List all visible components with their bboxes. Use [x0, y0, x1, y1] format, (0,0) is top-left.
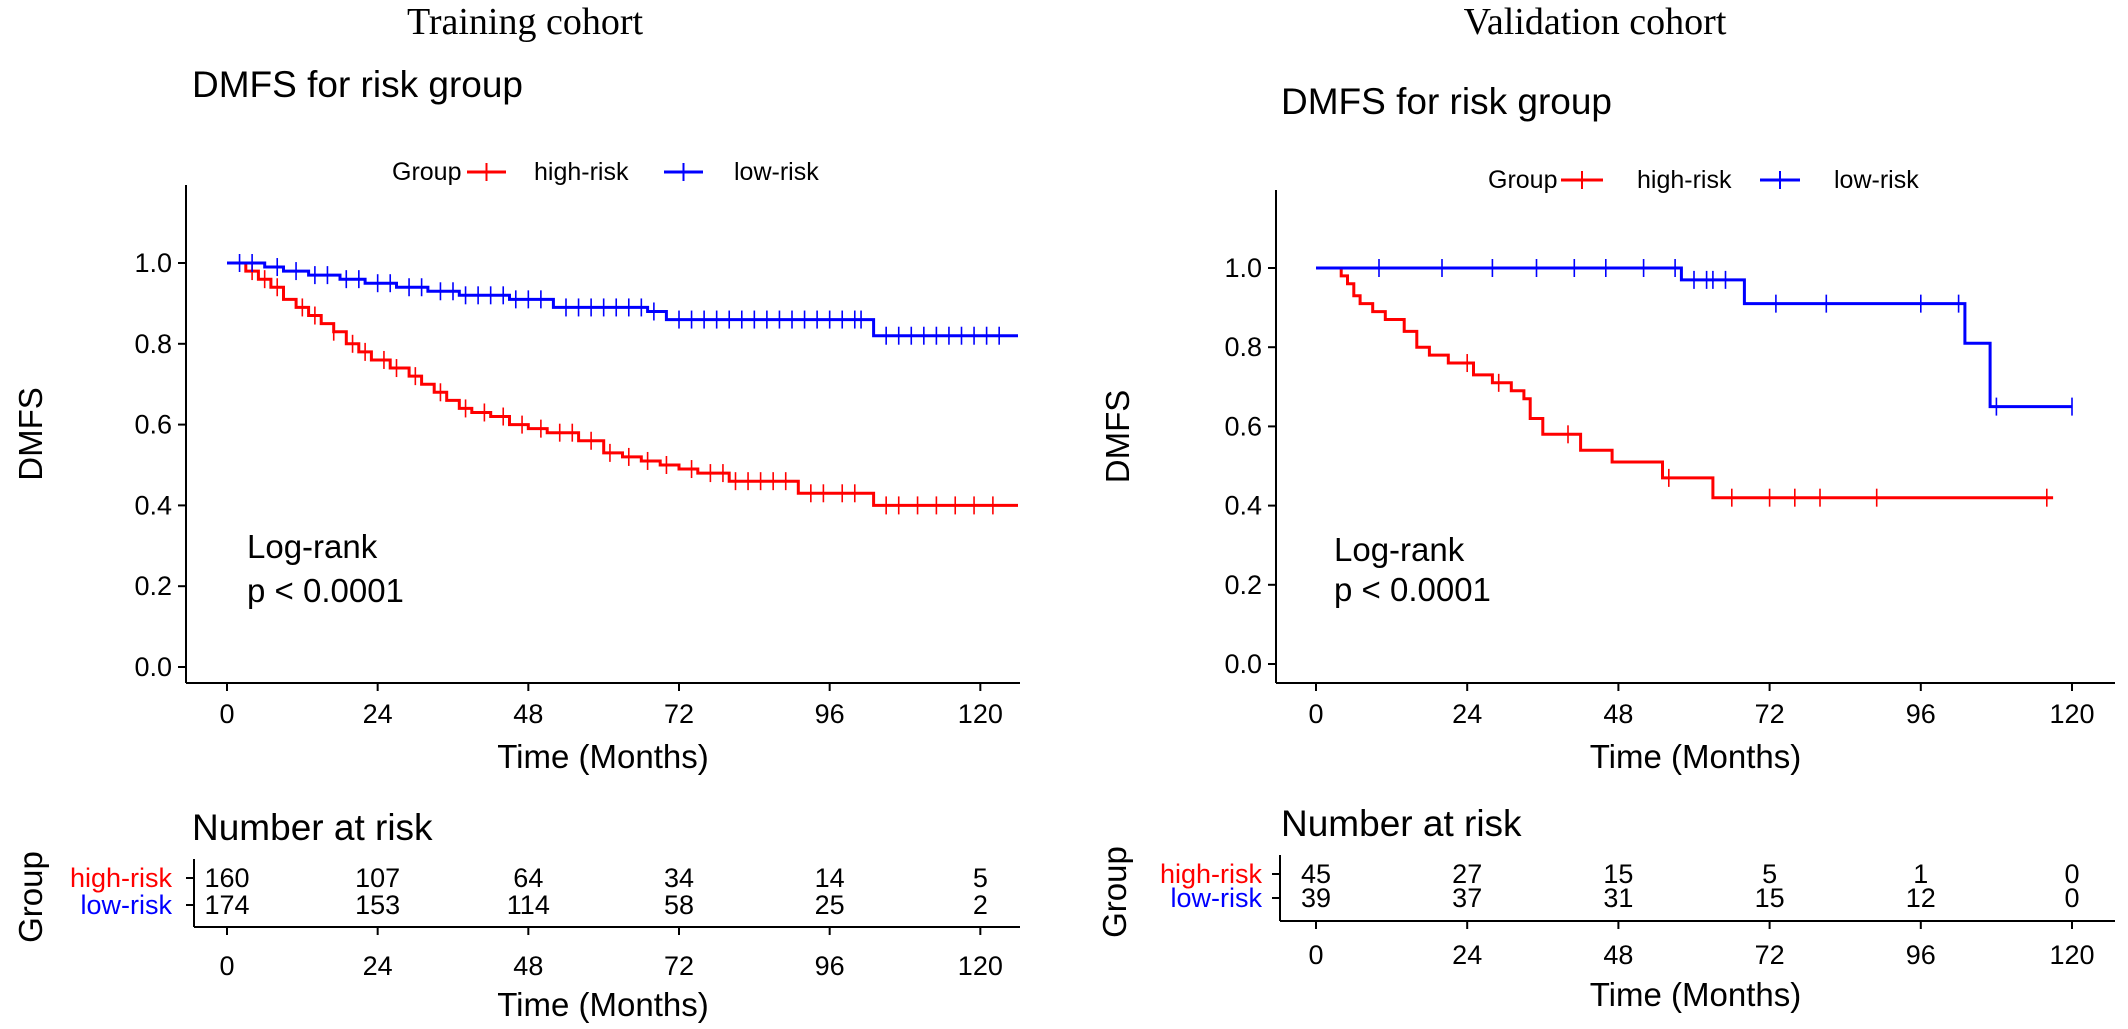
logrank-pvalue: p < 0.0001: [1334, 571, 1491, 608]
risk-count: 5: [973, 863, 988, 893]
risk-table-x-tick-label: 24: [1452, 940, 1482, 970]
risk-count: 153: [355, 890, 400, 920]
x-tick-label: 72: [1755, 699, 1785, 729]
risk-count: 2: [973, 890, 988, 920]
logrank-pvalue: p < 0.0001: [247, 572, 404, 609]
cohort-title-training: Training cohort: [407, 1, 644, 43]
risk-count: 12: [1906, 883, 1936, 913]
risk-count: 15: [1755, 883, 1785, 913]
risk-row-label-high-risk: high-risk: [70, 863, 173, 893]
risk-count: 37: [1452, 883, 1482, 913]
risk-count: 39: [1301, 883, 1331, 913]
risk-table-x-tick-label: 0: [219, 951, 234, 981]
x-axis-title: Time (Months): [497, 738, 708, 775]
x-tick-label: 120: [958, 699, 1003, 729]
risk-count: 160: [204, 863, 249, 893]
legend-title: Group: [1488, 166, 1557, 194]
x-tick-label: 72: [664, 699, 694, 729]
risk-count: 1: [1913, 859, 1928, 889]
risk-table-title: Number at risk: [1281, 803, 1522, 844]
risk-count: 45: [1301, 859, 1331, 889]
x-tick-label: 120: [2049, 699, 2094, 729]
y-tick-label: 0.2: [134, 571, 172, 601]
risk-row-label-low-risk: low-risk: [1171, 883, 1263, 913]
risk-table-y-title: Group: [12, 851, 49, 943]
x-tick-label: 0: [1308, 699, 1323, 729]
y-tick-label: 0.8: [1224, 332, 1262, 362]
y-tick-label: 0.6: [1224, 411, 1262, 441]
risk-count: 14: [815, 863, 845, 893]
legend-label-high-risk: high-risk: [534, 158, 629, 186]
risk-count: 58: [664, 890, 694, 920]
risk-count: 5: [1762, 859, 1777, 889]
x-axis-title: Time (Months): [1590, 738, 1801, 775]
risk-count: 34: [664, 863, 694, 893]
risk-count: 27: [1452, 859, 1482, 889]
y-tick-label: 0.6: [134, 410, 172, 440]
risk-count: 174: [204, 890, 249, 920]
risk-table-x-title: Time (Months): [1590, 976, 1801, 1013]
plot-title: DMFS for risk group: [192, 64, 523, 105]
risk-table-x-tick-label: 120: [2049, 940, 2094, 970]
risk-count: 107: [355, 863, 400, 893]
legend-title: Group: [392, 158, 461, 186]
risk-table-y-title: Group: [1096, 846, 1133, 938]
risk-table-x-tick-label: 72: [664, 951, 694, 981]
risk-table-x-tick-label: 120: [958, 951, 1003, 981]
risk-count: 0: [2064, 859, 2079, 889]
y-tick-label: 0.4: [134, 490, 172, 520]
risk-table-x-tick-label: 72: [1755, 940, 1785, 970]
risk-count: 31: [1603, 883, 1633, 913]
risk-count: 0: [2064, 883, 2079, 913]
y-axis-title: DMFS: [1099, 390, 1136, 484]
x-tick-label: 24: [363, 699, 393, 729]
x-tick-label: 96: [1906, 699, 1936, 729]
risk-table-x-tick-label: 0: [1308, 940, 1323, 970]
y-tick-label: 0.0: [1224, 649, 1262, 679]
logrank-label: Log-rank: [1334, 531, 1465, 568]
risk-table-x-tick-label: 24: [363, 951, 393, 981]
y-tick-label: 1.0: [134, 248, 172, 278]
risk-count: 114: [507, 890, 550, 920]
cohort-title-validation: Validation cohort: [1464, 1, 1727, 43]
risk-row-label-low-risk: low-risk: [81, 890, 173, 920]
risk-table-x-tick-label: 96: [1906, 940, 1936, 970]
y-tick-label: 0.2: [1224, 570, 1262, 600]
risk-row-label-high-risk: high-risk: [1160, 859, 1263, 889]
risk-table-x-tick-label: 96: [815, 951, 845, 981]
survival-curve-low-risk: [1316, 266, 2072, 409]
risk-count: 15: [1603, 859, 1633, 889]
x-tick-label: 48: [513, 699, 543, 729]
risk-table-x-title: Time (Months): [497, 986, 708, 1023]
risk-table-x-tick-label: 48: [1603, 940, 1633, 970]
legend-label-low-risk: low-risk: [1834, 166, 1919, 194]
survival-curve-high-risk: [1316, 266, 2054, 500]
y-tick-label: 0.0: [134, 652, 172, 682]
x-tick-label: 48: [1603, 699, 1633, 729]
y-tick-label: 0.8: [134, 329, 172, 359]
risk-count: 64: [513, 863, 543, 893]
y-tick-label: 0.4: [1224, 491, 1262, 521]
legend-label-low-risk: low-risk: [734, 158, 819, 186]
risk-table-x-tick-label: 48: [513, 951, 543, 981]
x-tick-label: 24: [1452, 699, 1482, 729]
risk-count: 25: [815, 890, 845, 920]
logrank-label: Log-rank: [247, 528, 378, 565]
plot-title: DMFS for risk group: [1281, 81, 1612, 122]
risk-table-title: Number at risk: [192, 807, 433, 848]
x-tick-label: 0: [219, 699, 234, 729]
survival-curve-high-risk: [227, 261, 1018, 507]
y-axis-title: DMFS: [12, 387, 49, 481]
y-tick-label: 1.0: [1224, 253, 1262, 283]
legend-label-high-risk: high-risk: [1637, 166, 1732, 194]
x-tick-label: 96: [815, 699, 845, 729]
